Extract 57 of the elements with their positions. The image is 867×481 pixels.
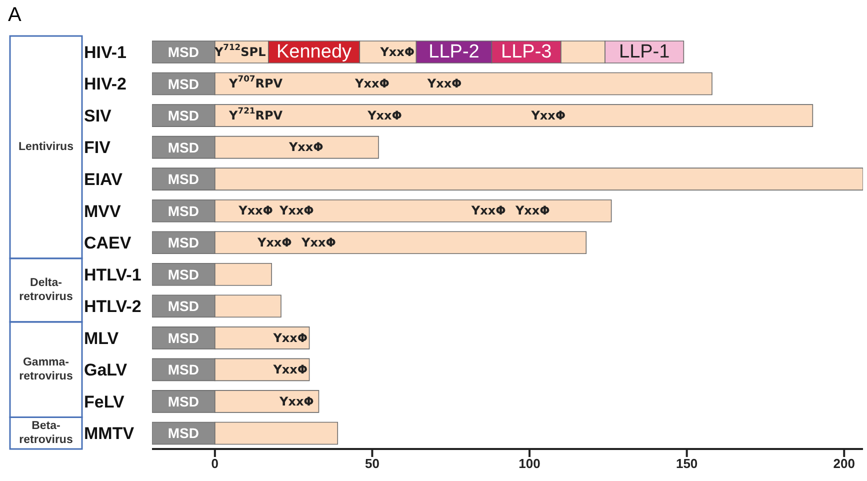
annotation: YxxΦ: [300, 236, 336, 250]
x-tick-label: 50: [364, 456, 380, 472]
y-tick-label: HIV-2: [84, 74, 127, 94]
text: Delta-retrovirus: [19, 277, 73, 304]
annotation: YxxΦ: [278, 394, 314, 408]
y-tick-label: GaLV: [84, 360, 128, 380]
series-label: LLP-1: [619, 42, 670, 62]
y-tick-label: HTLV-2: [84, 297, 142, 316]
text: Beta-retrovirus: [19, 420, 73, 446]
text: MSD: [168, 425, 200, 442]
y-tick-label: MLV: [84, 328, 120, 348]
y-tick-label: HTLV-1: [84, 265, 142, 284]
text: Lentivirus: [18, 141, 74, 154]
text: MSD: [168, 202, 200, 219]
text: MSD: [168, 234, 200, 251]
annotation: YxxΦ: [366, 108, 402, 122]
y-tick-label: SIV: [84, 106, 112, 126]
annotation: Y$^{707}$RPV: [228, 74, 284, 91]
series-label: LLP-3: [501, 42, 552, 62]
y-tick-label: MMTV: [84, 424, 135, 444]
annotation: YxxΦ: [514, 204, 550, 218]
annotation: YxxΦ: [426, 76, 462, 91]
y-tick-label: EIAV: [84, 170, 124, 189]
text: Gamma-retrovirus: [19, 356, 73, 383]
text: MSD: [168, 76, 200, 92]
x-tick-label: 0: [211, 456, 219, 472]
text: MSD: [168, 330, 200, 346]
series-label: Kennedy: [276, 42, 352, 62]
annotation: YxxΦ: [379, 44, 415, 59]
annotation: YxxΦ: [288, 140, 324, 154]
x-tick-label: 100: [518, 456, 540, 472]
text: MSD: [168, 108, 200, 124]
annotation: YxxΦ: [354, 76, 390, 91]
annotation: YxxΦ: [278, 204, 314, 218]
text: MSD: [168, 266, 200, 282]
x-tick-label: 200: [833, 456, 855, 472]
text: MSD: [168, 139, 200, 156]
annotation: YxxΦ: [530, 108, 566, 122]
text: MSD: [168, 171, 200, 188]
annotation: YxxΦ: [470, 204, 506, 218]
text: MSD: [168, 362, 200, 378]
series-label: LLP-2: [428, 42, 480, 62]
y-tick-label: CAEV: [84, 234, 132, 253]
y-tick-label: FIV: [84, 138, 112, 158]
text: MSD: [168, 393, 200, 410]
y-tick-label: MVV: [84, 202, 122, 221]
annotation: YxxΦ: [238, 204, 274, 218]
annotation: YxxΦ: [272, 362, 308, 377]
annotation: Y$^{721}$RPV: [228, 105, 284, 122]
series-label: MSD: [168, 44, 200, 60]
chart-title: A: [8, 4, 22, 27]
annotation: YxxΦ: [256, 236, 292, 250]
annotation: YxxΦ: [272, 330, 308, 345]
y-tick-label: HIV-1: [84, 42, 127, 62]
x-tick-label: 150: [676, 456, 698, 472]
text: MSD: [168, 298, 200, 314]
y-tick-label: FeLV: [84, 392, 125, 412]
